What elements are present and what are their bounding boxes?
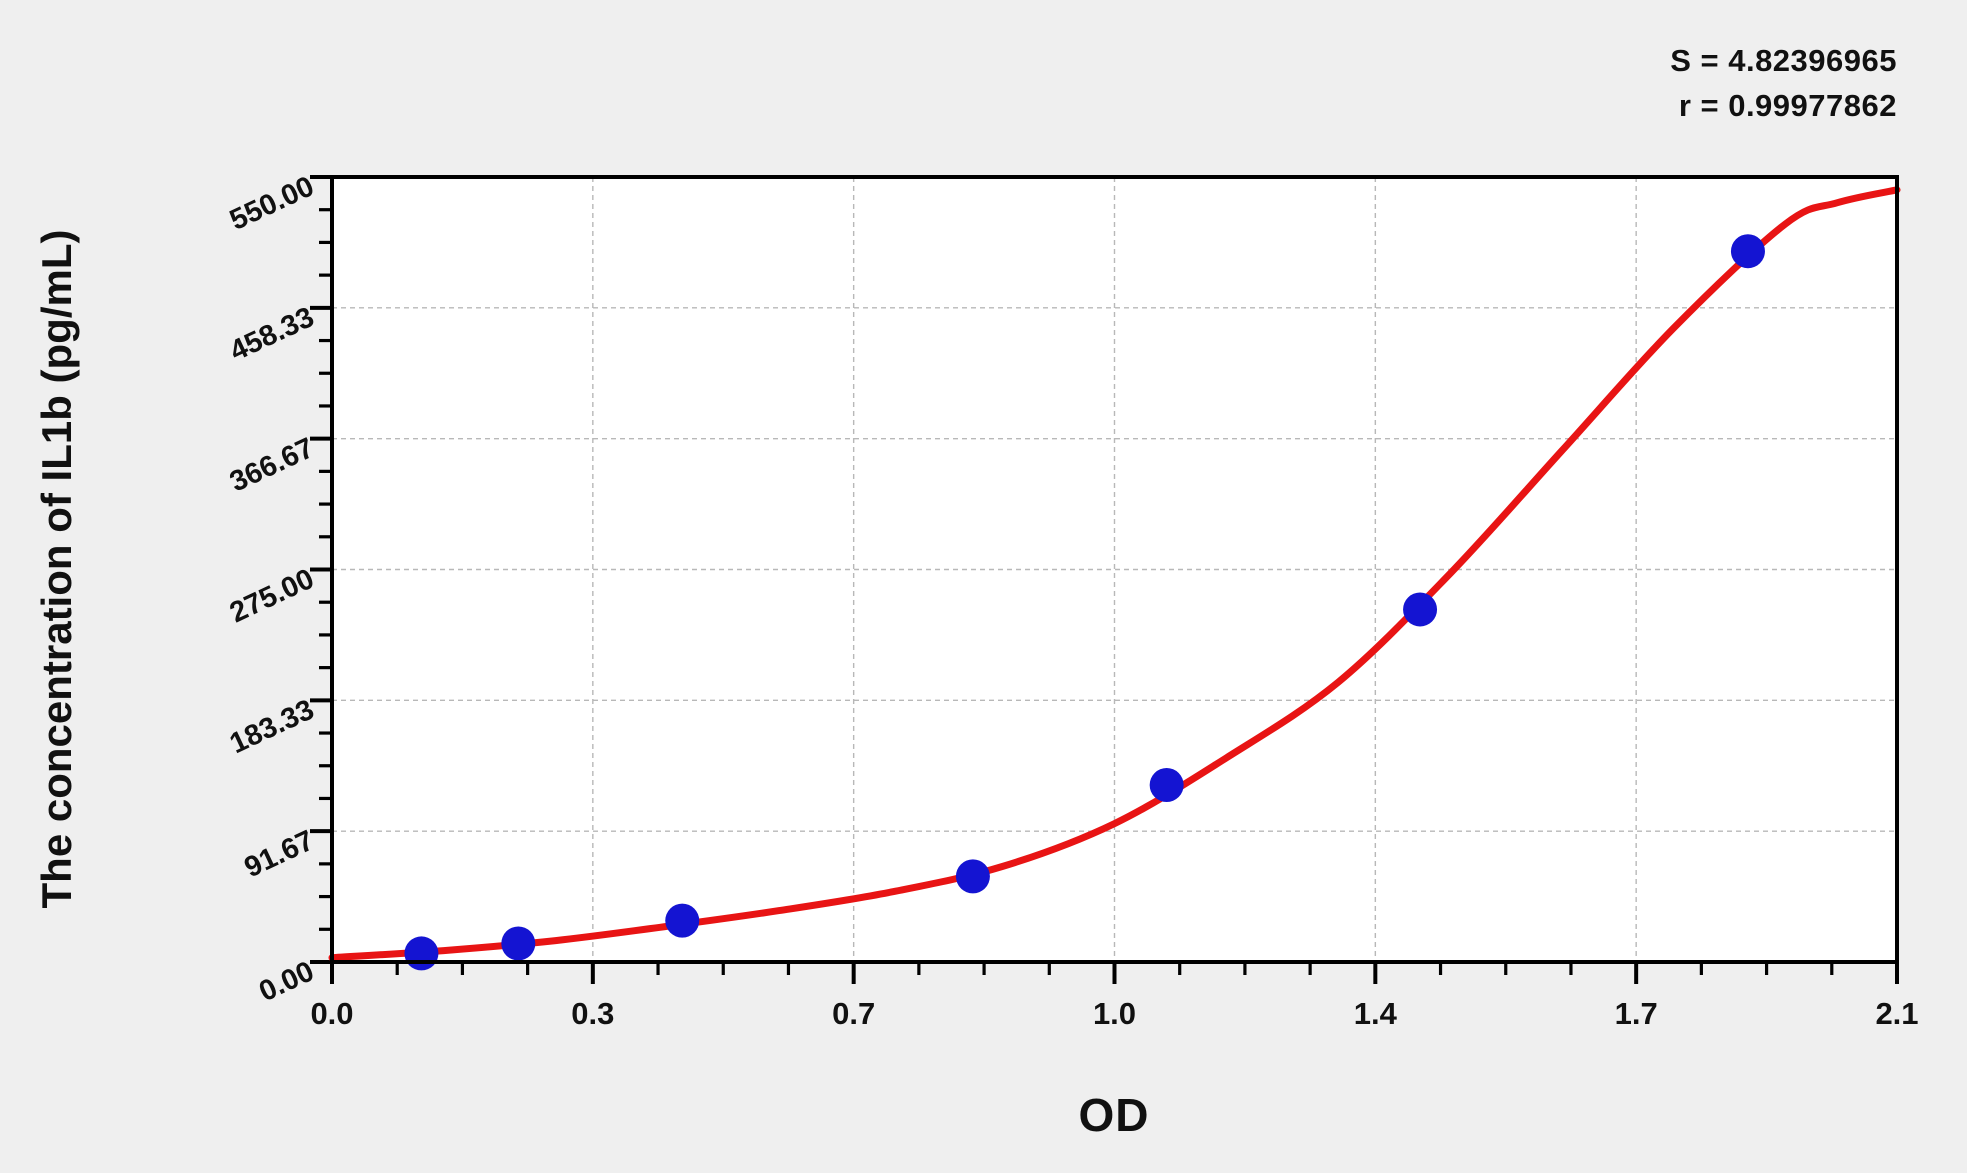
data-point xyxy=(1730,234,1765,269)
x-tick-label: 1.0 xyxy=(1093,996,1136,1031)
x-tick-label: 0.3 xyxy=(571,996,614,1031)
data-point xyxy=(404,936,439,971)
y-tick-label: 366.67 xyxy=(225,432,319,498)
data-point xyxy=(665,903,700,938)
stat-r-value: r = 0.99977862 xyxy=(1678,88,1897,123)
y-tick-label: 183.33 xyxy=(225,694,319,760)
y-tick-label: 0.00 xyxy=(254,955,319,1008)
data-point xyxy=(1403,592,1438,627)
data-point xyxy=(955,859,990,894)
y-tick-label: 550.00 xyxy=(225,170,319,236)
x-tick-label: 1.4 xyxy=(1354,996,1398,1031)
y-axis-title: The concentration of IL1b (pg/mL) xyxy=(33,229,80,909)
y-tick-label: 458.33 xyxy=(225,301,319,367)
data-point xyxy=(501,926,536,961)
x-tick-label: 0.7 xyxy=(832,996,875,1031)
stat-s-value: S = 4.82396965 xyxy=(1670,43,1897,78)
x-tick-label: 0.0 xyxy=(310,996,353,1031)
x-axis-title: OD xyxy=(1078,1089,1150,1141)
y-tick-label: 91.67 xyxy=(240,825,319,885)
x-tick-label: 1.7 xyxy=(1615,996,1658,1031)
y-tick-label: 275.00 xyxy=(225,563,319,629)
fit-statistics: S = 4.82396965 r = 0.99977862 xyxy=(1670,38,1897,128)
fit-curve xyxy=(328,186,1901,962)
plot-border xyxy=(330,175,1899,964)
x-tick-label: 2.1 xyxy=(1875,996,1918,1031)
data-point xyxy=(1149,768,1184,803)
